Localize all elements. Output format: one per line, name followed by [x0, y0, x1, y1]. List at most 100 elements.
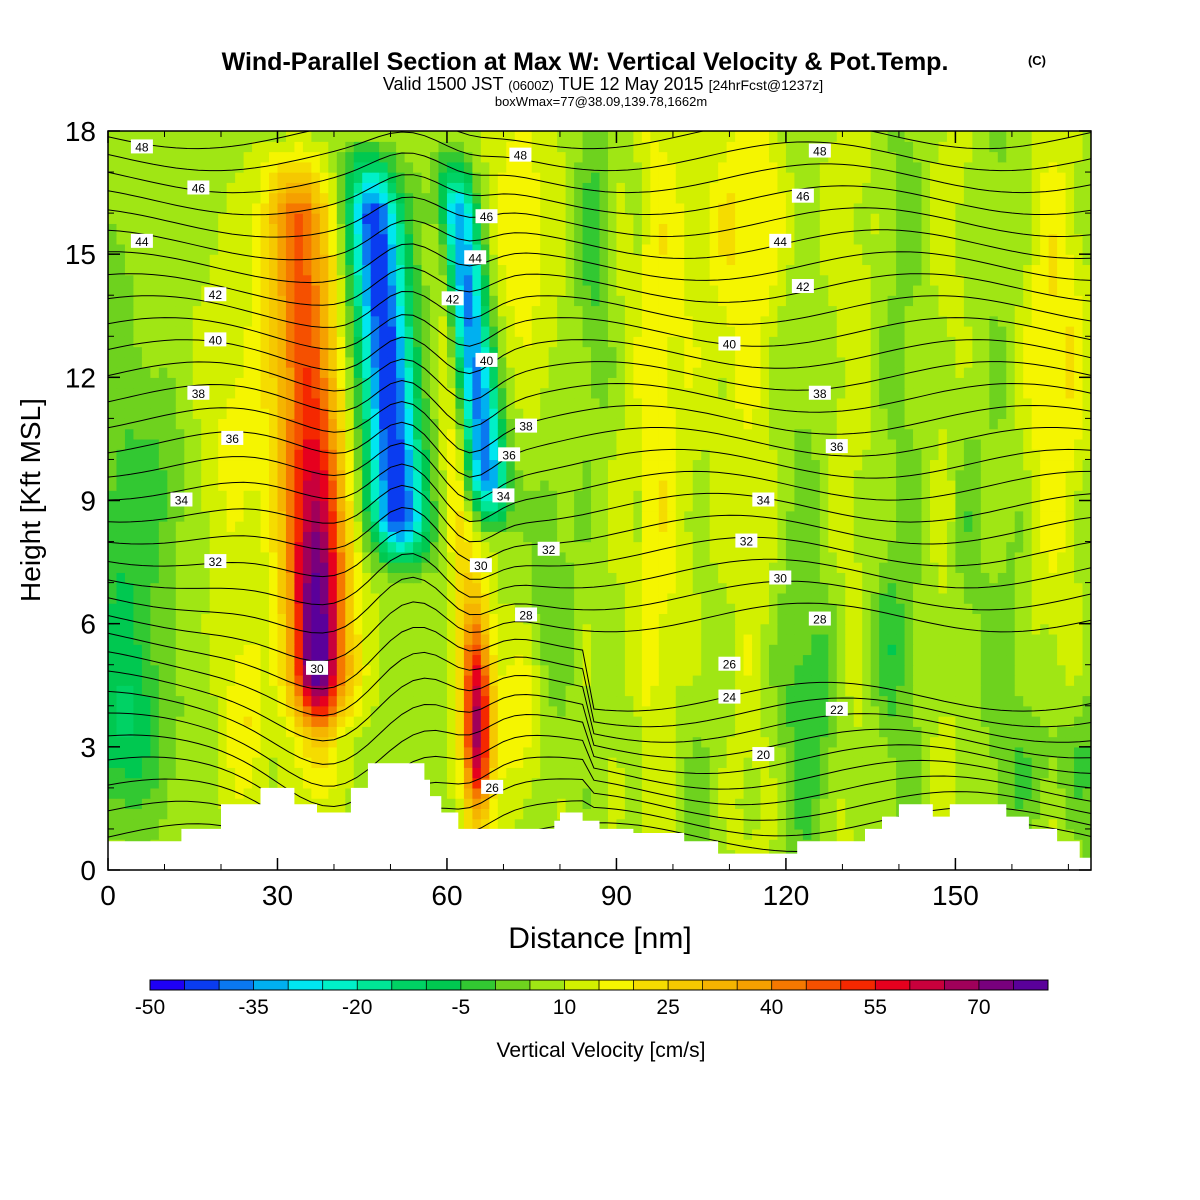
- heatmap-cell: [421, 695, 431, 707]
- heatmap-cell: [845, 685, 855, 697]
- heatmap-cell: [1057, 798, 1067, 810]
- heatmap-cell: [192, 479, 202, 491]
- heatmap-cell: [828, 674, 838, 686]
- heatmap-cell: [870, 705, 880, 717]
- heatmap-cell: [108, 726, 118, 738]
- heatmap-cell: [396, 562, 406, 573]
- heatmap-cell: [1048, 695, 1058, 707]
- heatmap-cell: [938, 572, 948, 584]
- heatmap-cell: [607, 449, 618, 461]
- heatmap-cell: [370, 644, 380, 656]
- heatmap-cell: [692, 654, 702, 666]
- heatmap-cell: [353, 541, 363, 553]
- heatmap-cell: [124, 541, 135, 553]
- heatmap-cell: [802, 705, 812, 717]
- heatmap-cell: [591, 449, 601, 461]
- heatmap-cell: [311, 685, 321, 697]
- heatmap-cell: [472, 726, 482, 738]
- heatmap-cell: [1074, 459, 1084, 471]
- heatmap-cell: [743, 644, 753, 656]
- heatmap-cell: [658, 551, 668, 563]
- heatmap-cell: [438, 674, 448, 686]
- heatmap-cell: [108, 644, 118, 656]
- heatmap-cell: [455, 562, 465, 573]
- heatmap-cell: [506, 428, 516, 440]
- heatmap-cell: [235, 582, 245, 594]
- heatmap-cell: [879, 490, 889, 502]
- heatmap-cell: [472, 490, 482, 502]
- heatmap-cell: [141, 438, 151, 450]
- heatmap-cell: [972, 490, 982, 502]
- heatmap-cell: [684, 592, 694, 604]
- heatmap-cell: [692, 500, 702, 512]
- heatmap-cell: [989, 695, 999, 707]
- heatmap-cell: [675, 787, 685, 799]
- heatmap-cell: [294, 726, 304, 738]
- heatmap-cell: [768, 582, 779, 594]
- heatmap-cell: [353, 664, 363, 676]
- heatmap-cell: [658, 572, 668, 584]
- heatmap-cell: [277, 695, 287, 707]
- heatmap-cell: [675, 808, 685, 820]
- heatmap-cell: [285, 613, 296, 625]
- heatmap-cell: [506, 644, 516, 656]
- heatmap-cell: [548, 592, 558, 604]
- heatmap-cell: [997, 469, 1007, 481]
- heatmap-cell: [870, 716, 880, 727]
- heatmap-cell: [752, 438, 762, 450]
- heatmap-cell: [794, 644, 804, 656]
- heatmap-cell: [955, 541, 965, 553]
- heatmap-cell: [896, 438, 906, 450]
- heatmap-cell: [345, 469, 355, 481]
- heatmap-cell: [269, 490, 279, 502]
- heatmap-cell: [489, 674, 499, 686]
- heatmap-cell: [328, 685, 338, 697]
- heatmap-cell: [921, 644, 931, 656]
- heatmap-cell: [752, 562, 762, 573]
- heatmap-cell: [794, 828, 804, 840]
- heatmap-cell: [463, 808, 473, 820]
- heatmap-cell: [845, 531, 855, 543]
- heatmap-cell: [760, 654, 770, 666]
- heatmap-cell: [675, 777, 685, 789]
- heatmap-cell: [972, 623, 982, 635]
- heatmap-cell: [574, 562, 584, 573]
- heatmap-cell: [811, 490, 821, 502]
- heatmap-cell: [921, 757, 931, 768]
- heatmap-cell: [319, 716, 329, 727]
- heatmap-cell: [404, 633, 414, 645]
- heatmap-cell: [463, 695, 473, 707]
- heatmap-cell: [574, 603, 584, 615]
- heatmap-cell: [430, 757, 440, 768]
- heatmap-cell: [972, 572, 982, 584]
- heatmap-cell: [760, 521, 770, 532]
- heatmap-cell: [946, 428, 957, 440]
- heatmap-cell: [845, 644, 855, 656]
- heatmap-cell: [963, 479, 973, 491]
- heatmap-cell: [735, 674, 745, 686]
- heatmap-cell: [726, 644, 736, 656]
- heatmap-cell: [955, 438, 965, 450]
- heatmap-cell: [574, 787, 584, 799]
- heatmap-cell: [141, 428, 151, 440]
- heatmap-cell: [141, 746, 151, 758]
- heatmap-cell: [853, 592, 863, 604]
- heatmap-cell: [726, 479, 736, 491]
- heatmap-cell: [184, 798, 194, 810]
- heatmap-cell: [565, 644, 575, 656]
- heatmap-cell: [802, 808, 812, 820]
- heatmap-cell: [904, 746, 914, 758]
- heatmap-cell: [353, 582, 363, 594]
- heatmap-cell: [785, 521, 796, 532]
- heatmap-cell: [1065, 623, 1075, 635]
- heatmap-cell: [701, 664, 711, 676]
- heatmap-cell: [531, 469, 541, 481]
- heatmap-cell: [777, 757, 787, 768]
- heatmap-cell: [226, 705, 236, 717]
- heatmap-cell: [650, 808, 660, 820]
- heatmap-cell: [768, 644, 779, 656]
- heatmap-cell: [650, 757, 660, 768]
- heatmap-cell: [472, 531, 482, 543]
- heatmap-cell: [641, 685, 651, 697]
